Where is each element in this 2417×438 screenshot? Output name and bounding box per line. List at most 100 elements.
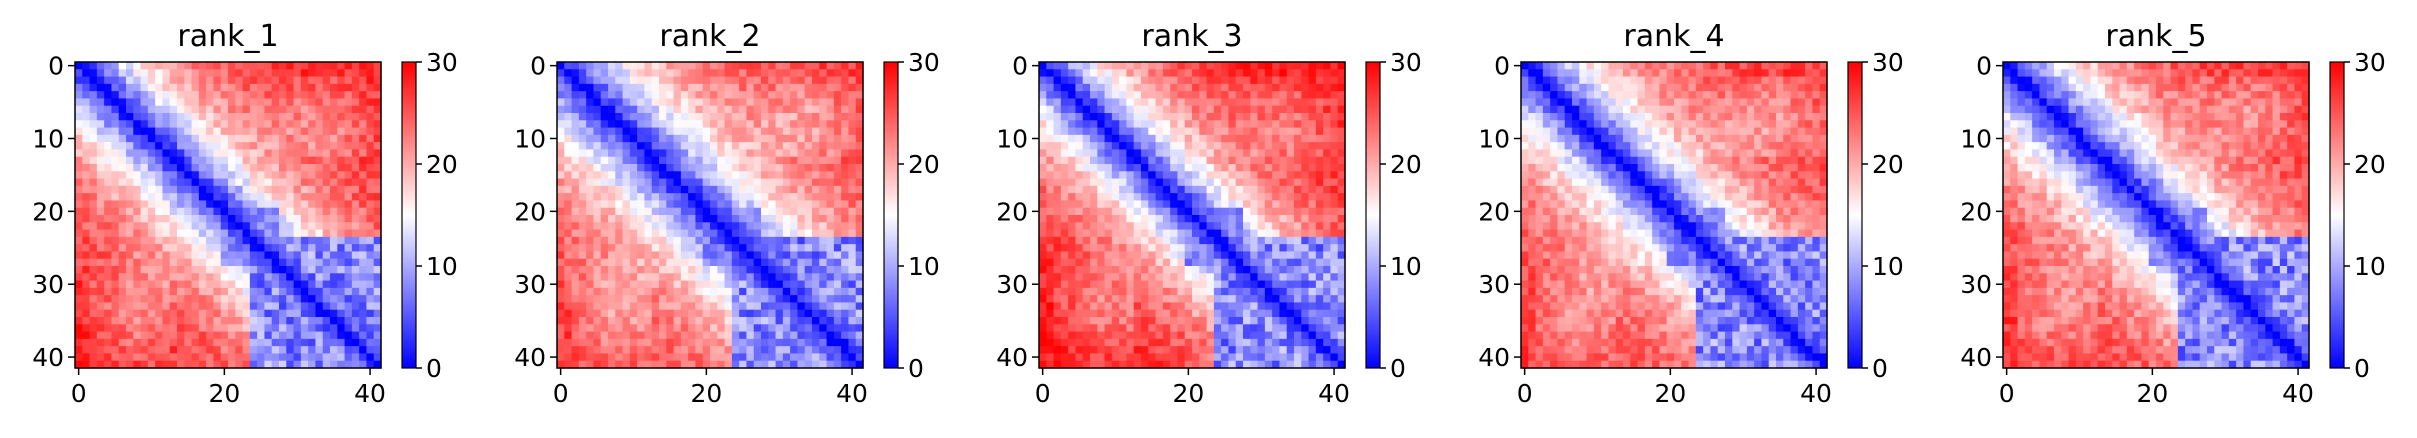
heatmap-cell: [1075, 113, 1084, 121]
heatmap-cell: [126, 324, 134, 333]
heatmap-cell: [753, 236, 762, 245]
heatmap-cell: [761, 193, 769, 202]
heatmap-cell: [833, 76, 842, 85]
heatmap-cell: [220, 120, 229, 129]
heatmap-cell: [586, 236, 595, 245]
heatmap-cell: [366, 346, 375, 355]
heatmap-cell: [615, 62, 624, 70]
heatmap-cell: [739, 309, 748, 318]
heatmap-cell: [797, 273, 806, 282]
heatmap-cell: [1141, 83, 1149, 92]
heatmap-cell: [322, 309, 331, 318]
heatmap-cell: [366, 360, 375, 369]
heatmap-cell: [819, 273, 828, 282]
heatmap-cell: [359, 98, 368, 107]
heatmap-cell: [1097, 193, 1106, 202]
heatmap-cell: [1162, 149, 1171, 158]
heatmap-cell: [1177, 91, 1186, 100]
heatmap-cell: [191, 273, 200, 282]
heatmap-cell: [242, 236, 251, 245]
heatmap-cell: [1068, 207, 1077, 216]
heatmap-cell: [330, 83, 338, 92]
heatmap-cell: [644, 346, 653, 355]
heatmap-cell: [264, 62, 273, 70]
heatmap-cell: [118, 164, 127, 172]
heatmap-cell: [257, 273, 266, 282]
heatmap-cell: [118, 149, 127, 158]
heatmap-cell: [308, 324, 317, 333]
heatmap-cell: [1206, 62, 1215, 70]
heatmap-cell: [833, 156, 842, 165]
heatmap-cell: [366, 83, 375, 92]
heatmap-cell: [1126, 236, 1135, 245]
heatmap-cell: [1294, 200, 1302, 209]
heatmap-cell: [286, 273, 295, 282]
heatmap-cell: [111, 229, 120, 238]
heatmap-cell: [315, 309, 324, 318]
heatmap-cell: [1068, 171, 1077, 180]
heatmap-cell: [257, 258, 266, 267]
heatmap-cell: [1184, 215, 1193, 223]
heatmap-cell: [1111, 156, 1120, 165]
heatmap-cell: [651, 229, 660, 238]
heatmap-cell: [177, 149, 185, 158]
heatmap-cell: [1301, 236, 1310, 245]
heatmap-cell: [717, 69, 726, 78]
heatmap-cell: [344, 244, 353, 253]
heatmap-cell: [1082, 295, 1091, 304]
heatmap-cell: [790, 171, 799, 180]
heatmap-cell: [1228, 193, 1237, 202]
heatmap-cell: [1060, 178, 1069, 187]
heatmap-cell: [753, 200, 762, 209]
heatmap-cell: [293, 295, 302, 304]
heatmap-cell: [177, 273, 185, 282]
heatmap-cell: [717, 273, 726, 282]
heatmap-cell: [111, 69, 120, 78]
heatmap-cell: [1250, 236, 1259, 245]
heatmap-cell: [162, 120, 171, 129]
heatmap-cell: [1053, 200, 1062, 209]
heatmap-cell: [688, 91, 697, 100]
heatmap-cell: [1294, 266, 1302, 274]
heatmap-cell: [717, 62, 726, 70]
heatmap-cell: [841, 309, 850, 318]
heatmap-cell: [644, 149, 653, 158]
heatmap-cell: [1308, 236, 1317, 245]
heatmap-cell: [600, 324, 609, 333]
heatmap-cell: [1213, 236, 1222, 245]
heatmap-cell: [126, 156, 134, 165]
heatmap-cell: [228, 317, 236, 325]
heatmap-cell: [841, 200, 850, 209]
heatmap-cell: [673, 287, 682, 296]
heatmap-cell: [578, 156, 587, 165]
heatmap-cell: [359, 134, 368, 143]
heatmap-cell: [622, 134, 631, 143]
heatmap-cell: [790, 193, 799, 202]
heatmap-cell: [257, 207, 266, 216]
heatmap-cell: [1213, 222, 1222, 231]
heatmap-cell: [1192, 287, 1200, 296]
heatmap-cell: [1206, 215, 1215, 223]
heatmap-cell: [1162, 266, 1171, 274]
heatmap-cell: [315, 171, 324, 180]
heatmap-cell: [1286, 83, 1295, 92]
heatmap-cell: [833, 142, 842, 151]
heatmap-cell: [330, 134, 338, 143]
heatmap-cell: [1177, 171, 1186, 180]
heatmap-cell: [1053, 105, 1062, 114]
heatmap-cell: [578, 266, 587, 274]
heatmap-cell: [717, 353, 726, 362]
heatmap-cell: [191, 69, 200, 78]
heatmap-cell: [359, 83, 368, 92]
heatmap-cell: [264, 309, 273, 318]
heatmap-cell: [373, 156, 382, 165]
heatmap-cell: [608, 83, 616, 92]
heatmap-cell: [1199, 302, 1208, 311]
heatmap-cell: [300, 193, 309, 202]
heatmap-cell: [1228, 83, 1237, 92]
heatmap-cell: [717, 83, 726, 92]
heatmap-cell: [571, 287, 580, 296]
heatmap-cell: [111, 266, 120, 274]
heatmap-cell: [126, 222, 134, 231]
heatmap-cell: [89, 76, 98, 85]
